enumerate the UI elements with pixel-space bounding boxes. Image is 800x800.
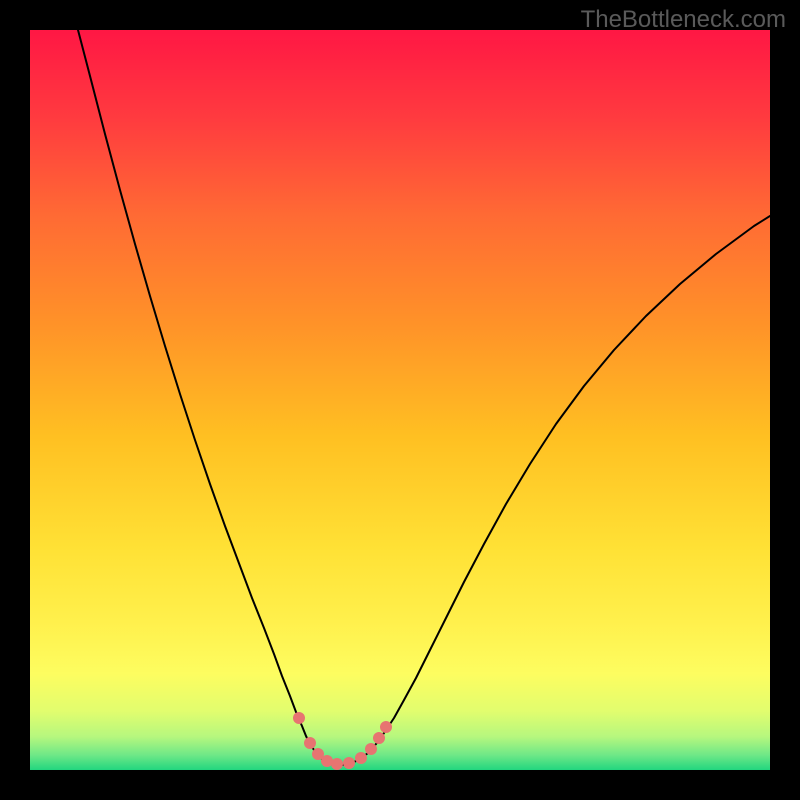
curve-line bbox=[78, 30, 770, 765]
marker-dot bbox=[343, 757, 355, 769]
bottleneck-curve bbox=[30, 30, 770, 770]
curve-markers bbox=[293, 712, 392, 770]
marker-dot bbox=[331, 758, 343, 770]
watermark-text: TheBottleneck.com bbox=[581, 6, 786, 34]
marker-dot bbox=[373, 732, 385, 744]
plot-area bbox=[30, 30, 770, 770]
marker-dot bbox=[365, 743, 377, 755]
marker-dot bbox=[380, 721, 392, 733]
marker-dot bbox=[355, 752, 367, 764]
marker-dot bbox=[293, 712, 305, 724]
marker-dot bbox=[304, 737, 316, 749]
